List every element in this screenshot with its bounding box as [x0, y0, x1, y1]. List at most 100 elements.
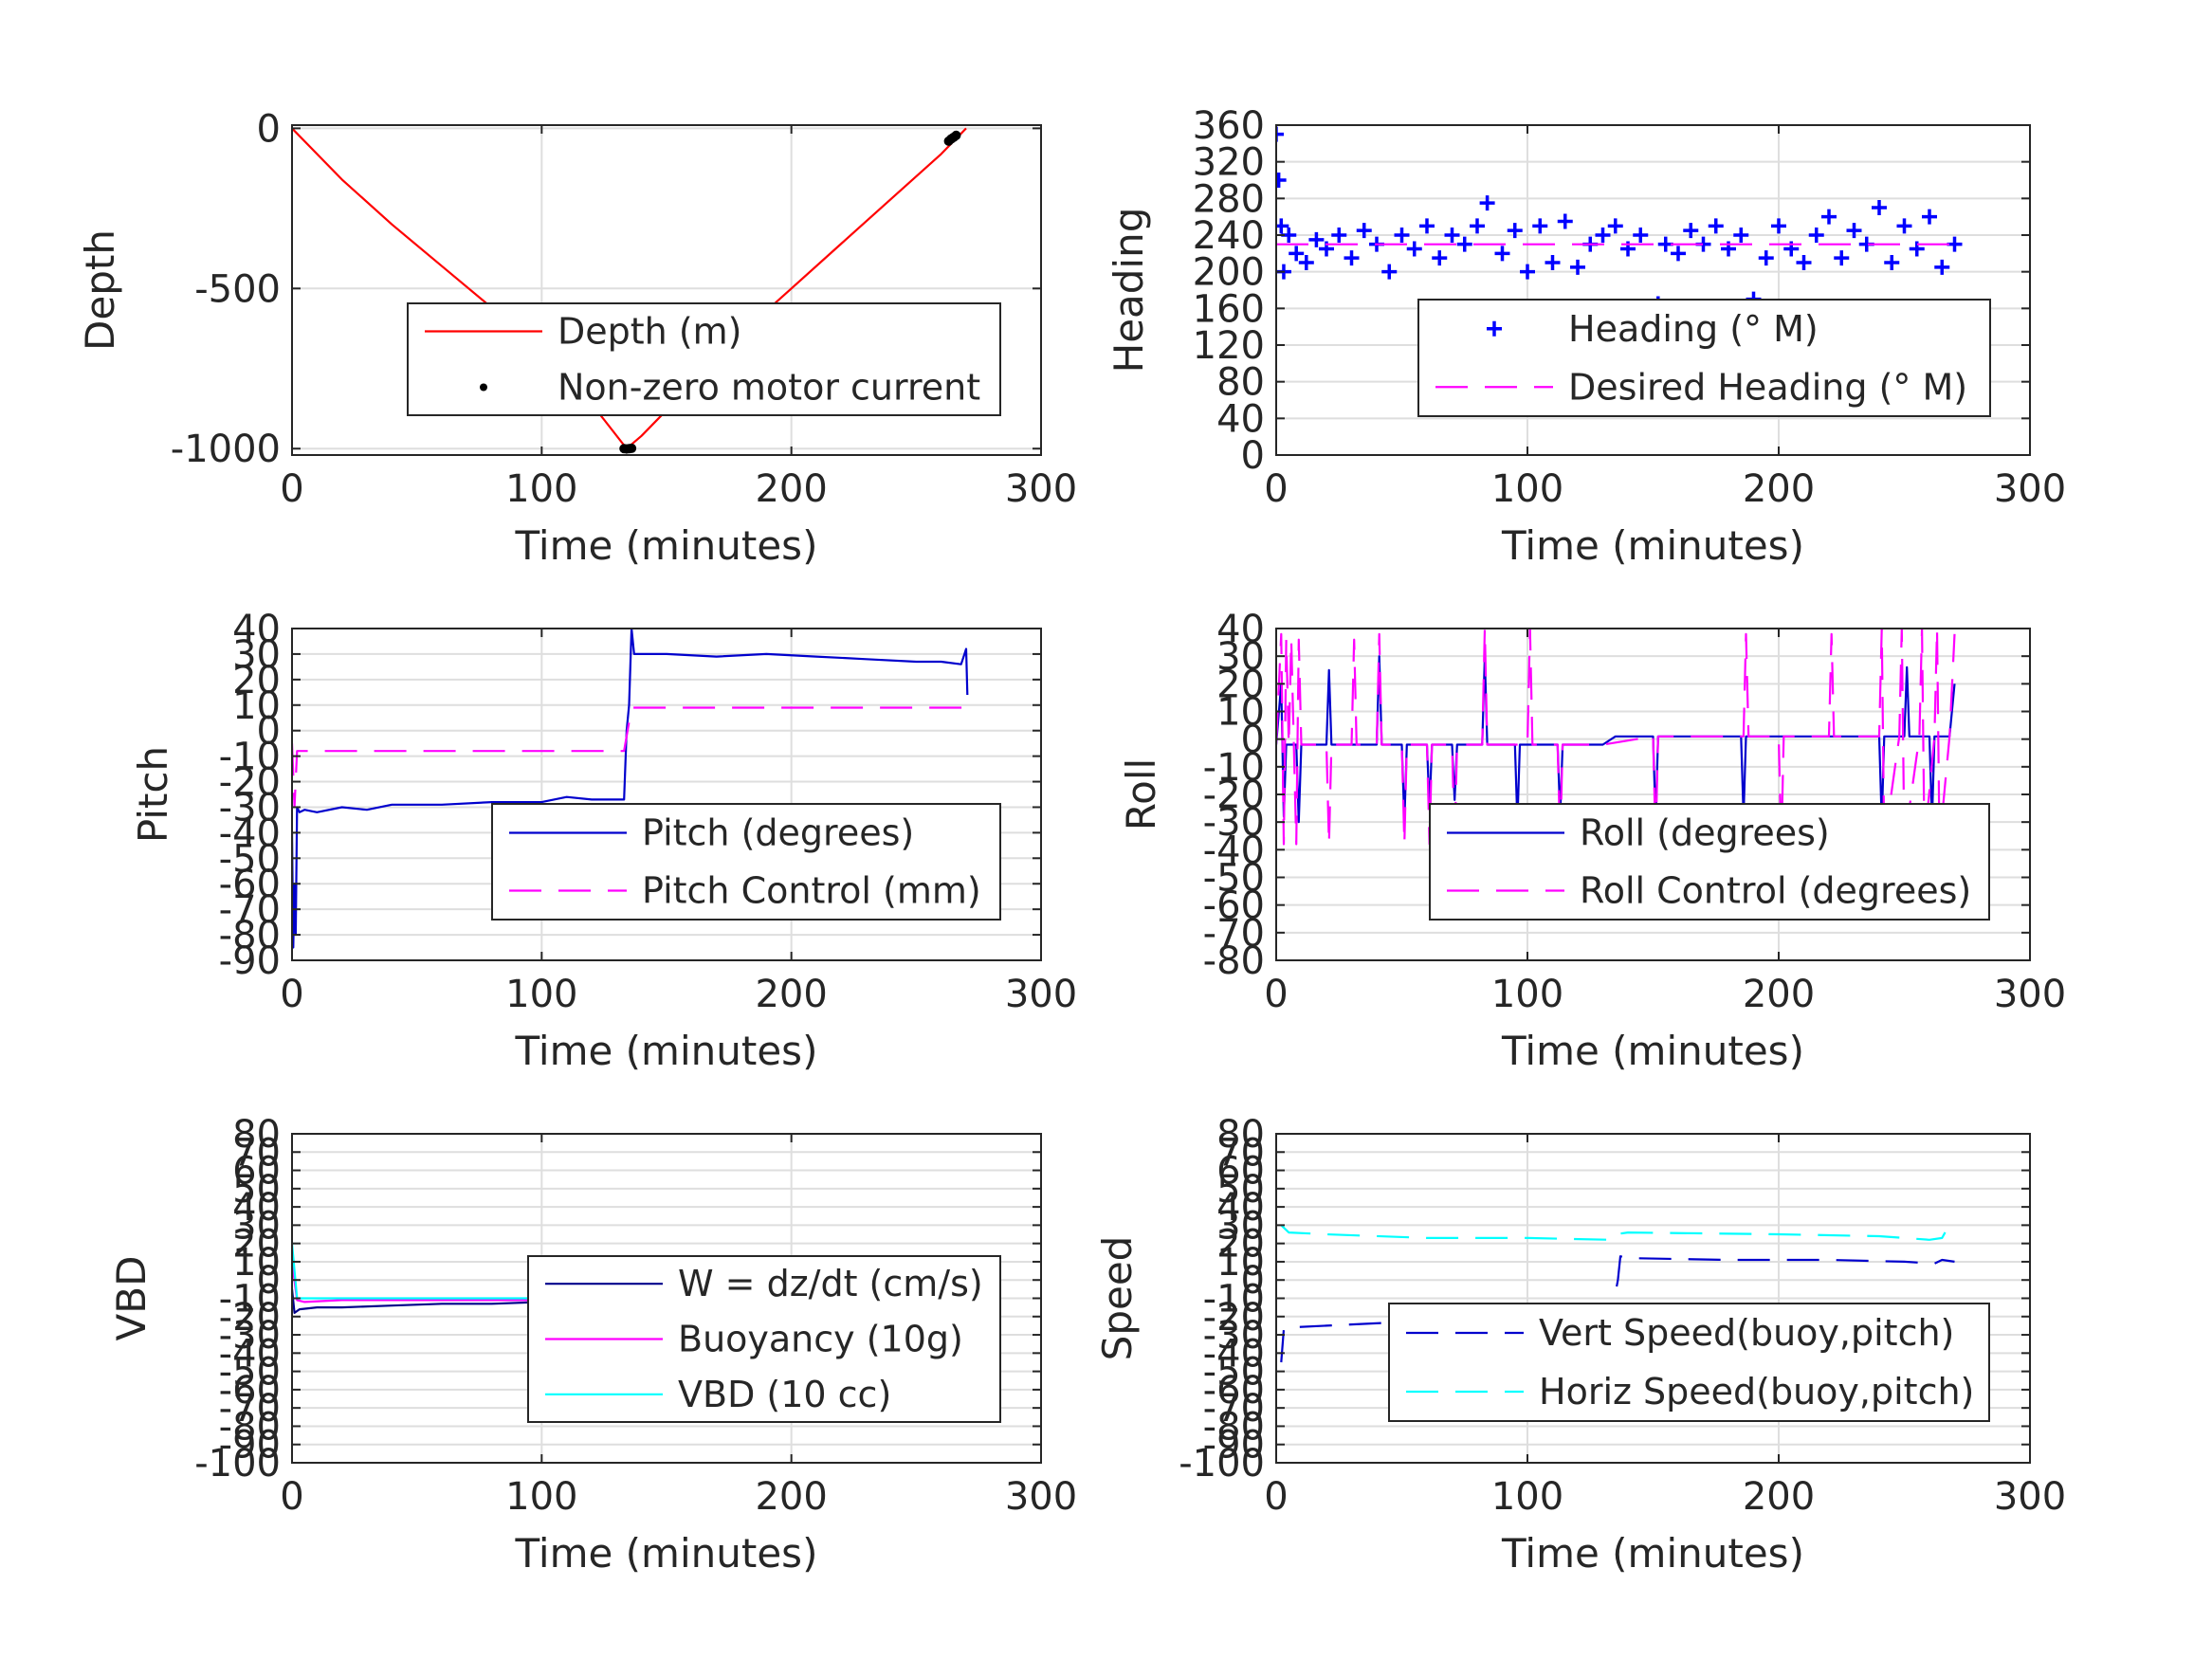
- y-tick-label: -30: [1203, 801, 1265, 845]
- legend: W = dz/dt (cm/s) Buoyancy (10g) VBD (10 cc…: [527, 1255, 1001, 1423]
- y-tick-label: -20: [219, 761, 281, 805]
- chart-heading: 0 100 200 30004080120160200240280320360Time…: [1106, 104, 2066, 569]
- series-layer: [292, 629, 969, 949]
- y-tick-label: 20: [1216, 663, 1265, 706]
- legend-label: Pitch Control (mm): [642, 870, 981, 912]
- y-tick-label: 280: [1193, 177, 1265, 221]
- y-tick-label: 40: [232, 1186, 281, 1230]
- heading-point: [1298, 255, 1314, 270]
- y-tick-label: 80: [1216, 361, 1265, 405]
- x-tick-label: 100: [505, 467, 577, 511]
- legend-label: Pitch (degrees): [642, 812, 914, 854]
- y-tick-label: -90: [1203, 1424, 1265, 1468]
- heading-point: [1846, 223, 1862, 239]
- legend-label: Buoyancy (10g): [678, 1319, 963, 1360]
- y-axis-label: Roll: [1118, 758, 1164, 830]
- heading-point: [1872, 200, 1887, 215]
- y-tick-label: -20: [1203, 774, 1265, 817]
- y-tick-label: 10: [1216, 691, 1265, 735]
- heading-point: [1834, 250, 1850, 266]
- x-tick-label: 300: [1005, 467, 1077, 511]
- y-tick-label: 360: [1193, 104, 1265, 148]
- series-line-2: [292, 706, 966, 809]
- y-tick-label: 40: [1216, 608, 1265, 651]
- y-tick-label: 0: [1241, 719, 1265, 762]
- heading-point: [1470, 218, 1485, 234]
- y-tick-label: -60: [219, 1369, 281, 1413]
- legend-label: Desired Heading (° M): [1568, 366, 1967, 408]
- legend-box: [407, 302, 1001, 416]
- heading-point: [1520, 264, 1535, 280]
- x-tick-label: 100: [505, 1475, 577, 1519]
- heading-point: [1344, 250, 1360, 266]
- x-tick-label: 100: [505, 973, 577, 1016]
- heading-point: [1570, 259, 1585, 275]
- x-tick-label: 100: [1491, 1475, 1563, 1519]
- y-tick-label: 320: [1193, 141, 1265, 185]
- y-tick-label: -10: [219, 736, 281, 779]
- heading-point: [1557, 213, 1573, 229]
- heading-point: [1432, 250, 1448, 266]
- axes-frame: [1275, 124, 2031, 456]
- y-tick-label: -50: [219, 1351, 281, 1395]
- chart-vbd: 0 100 200 30080706050403020100-10-20-30-40-…: [108, 1113, 1077, 1577]
- legend-label: VBD (10 cc): [678, 1374, 891, 1415]
- x-axis-label: Time (minutes): [515, 522, 818, 569]
- chart-roll: 0 100 200 300403020100-10-20-30-40-50-60-70…: [1118, 608, 2066, 1074]
- legend-label: Vert Speed(buoy,pitch): [1539, 1312, 1954, 1354]
- y-tick-label: -1000: [171, 428, 281, 471]
- legend-box: [1388, 1303, 1990, 1422]
- y-tick-label: -10: [219, 1278, 281, 1322]
- legend-label: Depth (m): [558, 311, 742, 353]
- x-tick-label: 0: [280, 1475, 303, 1519]
- y-tick-label: -100: [194, 1442, 281, 1486]
- legend-label: Non-zero motor current: [558, 367, 980, 409]
- x-tick-label: 300: [1994, 973, 2066, 1016]
- y-tick-label: 0: [257, 1259, 281, 1303]
- y-tick-label: 20: [232, 1223, 281, 1267]
- heading-point: [1733, 228, 1749, 243]
- x-tick-label: 100: [1491, 467, 1563, 511]
- x-axis-label: Time (minutes): [1501, 522, 1804, 569]
- y-tick-label: 0: [257, 107, 281, 151]
- y-tick-label: 240: [1193, 214, 1265, 258]
- x-tick-label: 300: [1994, 467, 2066, 511]
- heading-point: [1406, 241, 1422, 257]
- x-tick-label: 0: [280, 973, 303, 1016]
- heading-point: [1532, 218, 1548, 234]
- x-tick-label: 300: [1005, 1475, 1077, 1519]
- y-axis-label: Depth: [77, 229, 123, 351]
- legend-box: [491, 803, 1001, 921]
- series-line-1: [1280, 1255, 1955, 1363]
- heading-point: [1884, 255, 1900, 270]
- x-axis-label: Time (minutes): [1501, 1028, 1804, 1074]
- y-tick-label: -30: [1203, 1314, 1265, 1358]
- heading-point: [1607, 218, 1623, 234]
- heading-point: [1479, 195, 1495, 211]
- y-tick-label: -40: [1203, 829, 1265, 872]
- y-tick-label: 40: [1216, 1186, 1265, 1230]
- legend-label: Horiz Speed(buoy,pitch): [1539, 1371, 1974, 1413]
- x-tick-label: 0: [1264, 1475, 1288, 1519]
- y-tick-label: -40: [1203, 1332, 1265, 1376]
- series-layer: [1280, 1224, 1955, 1363]
- series-layer: [1276, 126, 1963, 325]
- heading-point: [1276, 126, 1284, 142]
- legend-box: [1429, 803, 1990, 921]
- heading-point: [1909, 241, 1925, 257]
- heading-point: [1494, 246, 1510, 262]
- heading-point: [1545, 255, 1561, 270]
- legend: Depth (m) Non-zero motor current: [407, 302, 1001, 416]
- y-tick-label: 20: [1216, 1223, 1265, 1267]
- series-line-1: [292, 127, 967, 450]
- series-line-2: [1280, 1224, 1948, 1241]
- y-tick-label: 70: [232, 1131, 281, 1175]
- y-tick-label: -60: [1203, 884, 1265, 928]
- y-tick-label: 80: [232, 1113, 281, 1157]
- y-tick-label: -30: [219, 786, 281, 830]
- y-tick-label: 60: [232, 1150, 281, 1194]
- heading-point: [1308, 231, 1325, 247]
- heading-point: [1444, 228, 1460, 243]
- x-tick-label: 0: [280, 467, 303, 511]
